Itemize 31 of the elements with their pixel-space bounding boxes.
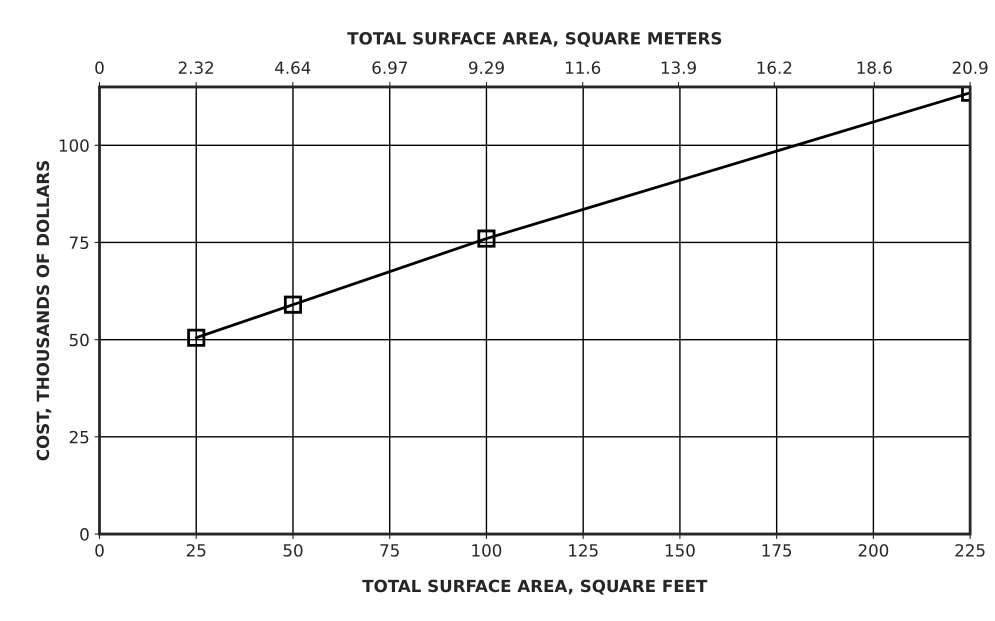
x-tick-label: 225 bbox=[955, 544, 985, 557]
x2-tick-label: 13.9 bbox=[662, 61, 696, 74]
point bbox=[477, 230, 496, 248]
x-tick-label: 175 bbox=[762, 544, 792, 557]
x2-tick-label: 2.32 bbox=[178, 61, 214, 74]
y-tick-label: 75 bbox=[70, 236, 88, 250]
x-tick-label: 150 bbox=[666, 544, 695, 557]
point bbox=[187, 328, 206, 347]
x-tick-label: 50 bbox=[284, 544, 302, 557]
y-tick-label: 100 bbox=[60, 139, 89, 152]
x2-tick-label: 9.29 bbox=[468, 61, 504, 74]
y-axis-title: COST, THOUSANDS OF DOLLARS bbox=[36, 161, 52, 460]
x-axis-title: TOTAL SURFACE AREA, SQUARE FEET bbox=[362, 580, 708, 594]
y-tick-label: 0 bbox=[80, 528, 89, 541]
point bbox=[284, 296, 302, 314]
x-tick-label: 25 bbox=[186, 544, 206, 557]
x2-axis-title: TOTAL SURFACE AREA, SQUARE METERS bbox=[347, 32, 722, 47]
y-tick-label: 25 bbox=[70, 430, 88, 444]
x-tick-label: 75 bbox=[380, 544, 399, 557]
x2-tick-label: 20.9 bbox=[952, 61, 988, 74]
x2-tick-label: 4.64 bbox=[275, 61, 310, 74]
x-tick-label: 0 bbox=[95, 544, 104, 557]
y-tick-label: 50 bbox=[70, 334, 89, 346]
x2-tick-label: 18.6 bbox=[858, 61, 892, 74]
x2-tick-label: 16.2 bbox=[758, 61, 792, 74]
x-tick-label: 100 bbox=[472, 544, 502, 557]
x-tick-label: 125 bbox=[569, 544, 598, 557]
x-tick-label: 200 bbox=[858, 544, 888, 557]
x2-tick-label: 0 bbox=[95, 61, 104, 74]
x2-tick-label: 11.6 bbox=[566, 61, 600, 74]
x2-tick-label: 6.97 bbox=[372, 61, 407, 74]
